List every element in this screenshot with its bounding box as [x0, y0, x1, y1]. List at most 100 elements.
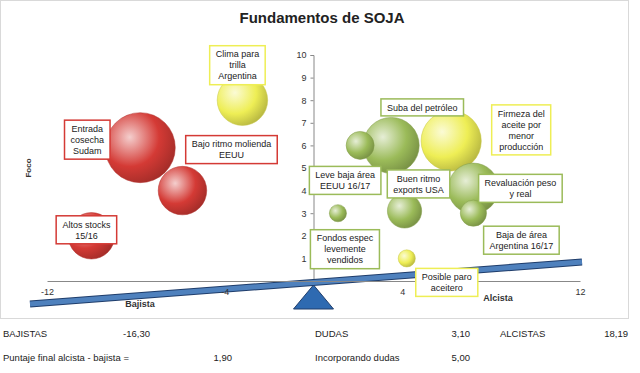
x-axis-title: Bajista: [125, 299, 156, 309]
summary-value: 18,19: [604, 328, 628, 339]
label-box-frame: [381, 99, 464, 116]
y-tick: 6: [301, 141, 313, 151]
bubble: [398, 250, 415, 267]
summary-label: DUDAS: [315, 328, 348, 339]
label-line: Bajo ritmo molienda: [192, 139, 272, 149]
label-line: EEUU: [219, 150, 244, 160]
label-box-frame: [210, 46, 266, 85]
bubble: [346, 131, 374, 159]
summary-value: -16,30: [123, 328, 150, 339]
y-tick-label: 7: [301, 118, 306, 128]
label-line: exports USA: [393, 185, 444, 195]
label-line: Sudam: [73, 146, 102, 156]
label-line: aceitero: [431, 283, 463, 293]
label-box: Altos stocks15/16: [56, 216, 117, 244]
x-axis-line: [48, 281, 581, 282]
y-tick-label: 1: [301, 254, 306, 264]
x-tick-label: -4: [221, 287, 229, 297]
y-tick: 7: [301, 118, 313, 128]
label-box: Bajo ritmo moliendaEEUU: [186, 136, 278, 164]
label-line: cosecha: [71, 135, 105, 145]
y-tick: 3: [301, 209, 313, 219]
bubble: [421, 111, 481, 171]
summary-label: BAJISTAS: [3, 328, 47, 339]
label-box-frame: [310, 230, 379, 269]
label-line: Entrada: [72, 124, 104, 134]
y-tick-mark: [311, 78, 314, 79]
label-line: 15/16: [75, 231, 98, 241]
bubble: [387, 194, 421, 228]
y-tick: 8: [301, 96, 313, 106]
label-text: Firmeza delaceite pormenorproducción: [498, 109, 545, 152]
summary-label: ALCISTAS: [500, 328, 545, 339]
label-line: Clima para: [216, 49, 260, 59]
y-tick: 9: [301, 73, 313, 83]
bubble: [329, 205, 346, 222]
x-tick: 12: [575, 281, 585, 297]
x-tick-label: 12: [575, 287, 585, 297]
y-tick-label: 5: [301, 163, 306, 173]
label-box: Suba del petróleo: [381, 99, 464, 116]
label-line: producción: [499, 142, 543, 152]
y-tick-mark: [311, 100, 314, 101]
label-box: Posible paroaceitero: [416, 268, 478, 296]
label-box: Clima paratrillaArgentina: [210, 46, 266, 85]
label-box: EntradacosechaSudam: [65, 120, 111, 159]
label-line: Fondos espec: [317, 233, 374, 243]
label-box: Revaluación pesoy real: [479, 174, 563, 202]
label-line: vendidos: [327, 255, 364, 265]
label-box-frame: [484, 226, 560, 254]
summary-value: 3,10: [452, 328, 471, 339]
label-line: levemente: [324, 244, 366, 254]
y-tick: 10: [296, 50, 313, 60]
label-line: Revaluación peso: [485, 178, 557, 188]
y-tick-mark: [311, 213, 314, 214]
label-line: Argentina 16/17: [490, 241, 554, 251]
label-text: Clima paratrillaArgentina: [216, 49, 260, 81]
label-box: Leve baja áreaEEUU 16/17: [309, 166, 381, 194]
label-text: EntradacosechaSudam: [71, 124, 105, 156]
summary-label: Incorporando dudas: [315, 352, 400, 363]
label-line: EEUU 16/17: [320, 181, 370, 191]
y-tick-label: 4: [301, 186, 306, 196]
label-line: trilla: [229, 60, 246, 70]
label-line: Argentina: [218, 71, 257, 81]
seesaw-fulcrum: [294, 285, 334, 309]
labels: EntradacosechaSudamBajo ritmo moliendaEE…: [56, 46, 562, 297]
label-line: Firmeza del: [498, 109, 545, 119]
label-box: Firmeza delaceite pormenorproducción: [492, 105, 551, 155]
label-text: Fondos especlevementevendidos: [317, 233, 374, 265]
label-line: Posible paro: [422, 272, 472, 282]
bubbles: [68, 75, 498, 267]
label-text: Posible paroaceitero: [422, 272, 472, 293]
y-tick-label: 10: [296, 50, 306, 60]
label-box: Buen ritmoexports USA: [387, 170, 450, 198]
label-box-frame: [186, 136, 278, 164]
label-line: menor: [508, 131, 534, 141]
label-box-frame: [309, 166, 381, 194]
label-line: Altos stocks: [62, 220, 111, 230]
summary-label: Puntaje final alcista - bajista =: [3, 352, 129, 363]
summary-value: 5,00: [452, 352, 471, 363]
y-tick-label: 6: [301, 141, 306, 151]
label-text: Suba del petróleo: [387, 103, 458, 113]
y-tick-mark: [311, 123, 314, 124]
x-axis-title: Alcista: [483, 293, 514, 303]
label-box: Fondos especlevementevendidos: [310, 230, 379, 269]
bubble: [105, 113, 175, 183]
x-tick: -12: [41, 281, 54, 297]
label-line: Baja de área: [496, 230, 547, 240]
label-box-frame: [479, 174, 563, 202]
y-tick-mark: [311, 145, 314, 146]
label-box-frame: [65, 120, 111, 159]
summary-value: 1,90: [214, 352, 233, 363]
label-text: Bajo ritmo moliendaEEUU: [192, 139, 272, 160]
label-line: y real: [509, 189, 531, 199]
label-text: Leve baja áreaEEUU 16/17: [315, 170, 375, 191]
label-line: Leve baja área: [315, 170, 375, 180]
x-tick: 4: [400, 281, 405, 297]
y-axis-title: Foco: [24, 158, 33, 177]
label-box-frame: [56, 216, 117, 244]
label-line: Buen ritmo: [397, 174, 441, 184]
y-tick-mark: [311, 55, 314, 56]
